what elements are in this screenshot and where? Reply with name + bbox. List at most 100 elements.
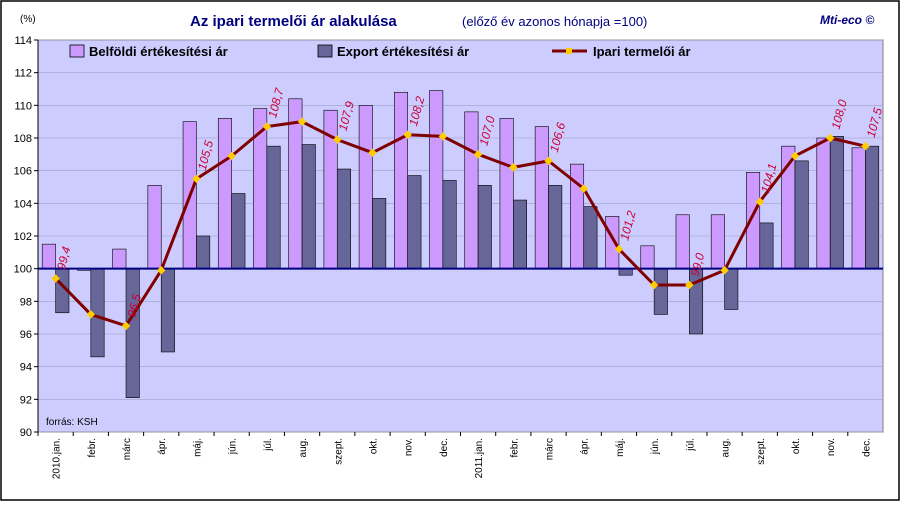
y-tick-label: 92 xyxy=(20,394,32,406)
ipari-data-label: 96,5 xyxy=(124,292,144,318)
ipari-marker xyxy=(720,266,729,275)
x-tick-label: márc xyxy=(545,438,556,460)
bar-belfoldi xyxy=(640,245,655,269)
x-tick-label: szept. xyxy=(756,438,767,465)
bar-belfoldi xyxy=(358,105,373,269)
x-tick-label: 2010.jan. xyxy=(52,438,63,479)
bar-belfoldi xyxy=(147,185,162,269)
x-tick-label: 2011.jan. xyxy=(474,438,485,478)
bar-export xyxy=(372,198,387,269)
y-unit-label: (%) xyxy=(20,14,36,25)
ipari-marker xyxy=(51,274,60,283)
x-tick-label: júl. xyxy=(685,438,696,452)
bar-export xyxy=(513,199,527,269)
x-tick-label: szept. xyxy=(333,438,344,465)
ipari-marker xyxy=(473,150,483,159)
bar-belfoldi xyxy=(710,214,725,269)
bar-belfoldi xyxy=(464,111,479,269)
x-tick-label: nov. xyxy=(404,438,415,456)
ipari-marker xyxy=(297,117,307,126)
bar-export xyxy=(196,235,211,269)
bar-export xyxy=(759,222,774,269)
ipari-line xyxy=(54,120,866,328)
y-tick-label: 96 xyxy=(20,329,32,341)
x-tick-label: jún. xyxy=(650,438,661,455)
y-tick-label: 94 xyxy=(20,362,32,374)
bar-export xyxy=(407,175,422,269)
bar-export xyxy=(336,168,351,269)
y-tick-label: 90 xyxy=(20,427,32,439)
bar-export xyxy=(548,185,563,269)
axes: 90 92 94 96 98 100 102 104 106 108 110 112 114 2010.j… xyxy=(14,35,873,479)
bar-export xyxy=(125,268,140,398)
y-tick-label: 106 xyxy=(14,166,32,178)
x-tick-label: okt. xyxy=(368,438,379,454)
bar-belfoldi xyxy=(675,214,690,269)
x-tick-label: febr. xyxy=(509,438,520,457)
ipari-marker xyxy=(86,310,96,319)
ipari-marker xyxy=(156,266,166,275)
ipari-marker xyxy=(649,280,659,290)
bars xyxy=(41,90,880,398)
legend: Belföldi értékesítési ár Export értékesí… xyxy=(69,44,691,59)
legend-label-ipari: Ipari termelői ár xyxy=(593,44,691,59)
bar-export xyxy=(231,193,246,269)
ipari-marker xyxy=(192,174,201,184)
x-tick-label: máj. xyxy=(192,438,203,457)
bar-export xyxy=(477,185,492,269)
ipari-marker xyxy=(262,122,272,131)
x-tick-label: aug. xyxy=(721,438,732,457)
chart-subtitle: (előző év azonos hónapja =100) xyxy=(462,14,647,29)
bar-belfoldi xyxy=(217,118,232,269)
x-tick-label: febr. xyxy=(87,438,98,457)
y-tick-label: 100 xyxy=(14,264,32,276)
x-tick-label: máj. xyxy=(615,438,626,457)
ipari-marker xyxy=(227,151,236,161)
bar-export xyxy=(794,160,809,269)
x-tick-label: ápr. xyxy=(580,438,591,455)
x-tick-label: aug. xyxy=(298,438,309,457)
x-tick-label: nov. xyxy=(826,438,837,456)
bar-export xyxy=(829,136,844,269)
bar-export xyxy=(724,268,739,310)
y-tick-label: 98 xyxy=(20,296,32,308)
y-tick-label: 104 xyxy=(14,198,32,210)
bar-export xyxy=(266,145,281,269)
bar-export xyxy=(160,268,175,353)
x-tick-label: ápr. xyxy=(157,438,168,455)
legend-swatch-belfoldi xyxy=(69,44,85,58)
bar-export xyxy=(301,144,316,269)
chart-title: Az ipari termelői ár alakulása xyxy=(190,13,397,30)
y-tick-label: 112 xyxy=(14,68,32,80)
bar-belfoldi xyxy=(605,216,620,269)
bar-export xyxy=(442,180,457,269)
x-tick-label: dec. xyxy=(861,438,872,457)
y-tick-label: 114 xyxy=(14,35,32,47)
ipari-data-label: 99,0 xyxy=(688,251,708,277)
ipari-marker xyxy=(333,135,342,144)
ipari-data-label: 99,4 xyxy=(54,245,74,271)
ipari-marker xyxy=(368,148,377,157)
ipari-marker xyxy=(438,132,448,141)
legend-label-export: Export értékesítési ár xyxy=(337,44,469,59)
bar-belfoldi xyxy=(851,147,866,269)
legend-label-belfoldi: Belföldi értékesítési ár xyxy=(89,44,228,59)
ipari-marker xyxy=(121,321,131,331)
y-tick-label: 108 xyxy=(14,133,32,145)
ipari-marker xyxy=(403,130,412,139)
y-tick-label: 102 xyxy=(14,231,32,243)
bar-export xyxy=(653,268,668,315)
x-tick-label: júl. xyxy=(263,438,274,452)
bar-belfoldi xyxy=(499,118,514,269)
brand-label: Mti-eco © xyxy=(820,13,874,27)
x-tick-label: okt. xyxy=(791,438,802,454)
legend-marker-ipari xyxy=(566,48,572,54)
x-tick-label: dec. xyxy=(439,438,450,457)
ipari-marker xyxy=(685,280,694,290)
bar-belfoldi xyxy=(746,172,761,269)
bar-belfoldi xyxy=(816,137,831,269)
bar-belfoldi xyxy=(112,248,127,269)
legend-swatch-export xyxy=(317,44,333,58)
